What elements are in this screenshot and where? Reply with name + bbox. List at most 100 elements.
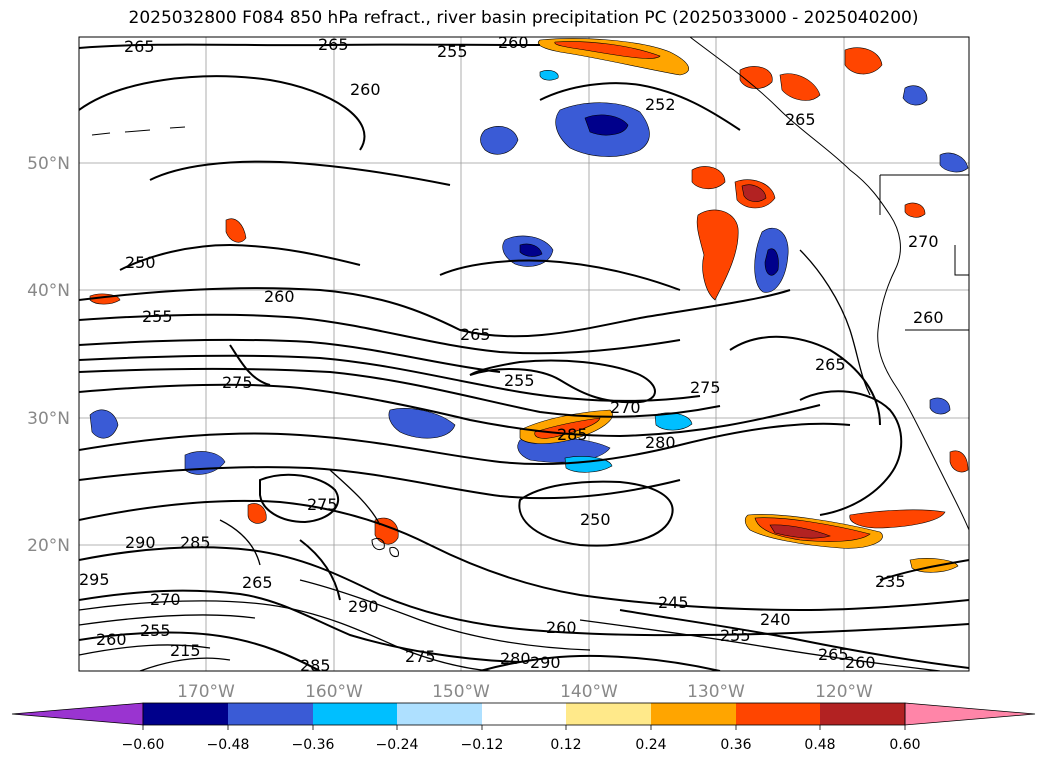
lon-tick-label: 130°W xyxy=(687,682,745,702)
blue-anomaly-patch xyxy=(480,126,519,155)
contour-label: 285 xyxy=(180,533,211,552)
colorbar-ticks xyxy=(142,725,906,730)
colorbar-segment xyxy=(566,703,651,725)
red-anomaly-core xyxy=(769,524,831,539)
colorbar-outline xyxy=(142,702,906,726)
red-anomaly-patch xyxy=(779,73,821,101)
blue-anomaly-patch xyxy=(939,152,969,173)
refractivity-contours-thin xyxy=(79,249,941,671)
lat-tick-label: 30°N xyxy=(27,409,70,429)
red-anomaly-core xyxy=(741,184,767,202)
contour-label: 255 xyxy=(720,626,751,645)
red-anomaly-core xyxy=(754,517,871,542)
lon-tick-label: 160°W xyxy=(305,682,363,702)
lat-tick-label: 50°N xyxy=(27,154,70,174)
latitude-axis: 50°N 40°N 30°N 20°N xyxy=(27,154,70,556)
contour-label: 265 xyxy=(460,325,491,344)
contour-label: 285 xyxy=(300,656,331,675)
colorbar-segment xyxy=(482,703,566,725)
border-line xyxy=(954,245,969,276)
colorbar-tick-label: −0.60 xyxy=(122,737,165,753)
colorbar-segment xyxy=(736,703,820,725)
negative-anomaly-areas xyxy=(89,70,969,475)
contour-label: 275 xyxy=(307,495,338,514)
contour-label: 255 xyxy=(437,42,468,61)
colorbar-tick-label: 0.12 xyxy=(550,737,581,753)
contour-label: 265 xyxy=(785,110,816,129)
colorbar-min-extension xyxy=(11,702,144,726)
colorbar-tick-label: 0.36 xyxy=(720,737,751,753)
contour-label: 255 xyxy=(504,371,535,390)
contour-label: 260 xyxy=(913,308,944,327)
aleutian-islands xyxy=(91,126,186,136)
contour-label: 290 xyxy=(348,597,379,616)
red-anomaly-patch xyxy=(225,218,247,243)
contour-label: 265 xyxy=(818,645,849,664)
blue-anomaly-patch xyxy=(902,85,928,106)
colorbar-tick-label: 0.24 xyxy=(635,737,666,753)
contour-label: 265 xyxy=(815,355,846,374)
blue-anomaly-core xyxy=(764,248,779,276)
contour-label: 235 xyxy=(875,572,906,591)
contour-label: 270 xyxy=(150,590,181,609)
lat-tick-label: 20°N xyxy=(27,536,70,556)
colorbar-segment xyxy=(313,703,397,725)
blue-anomaly-patch xyxy=(929,397,951,415)
lon-tick-label: 120°W xyxy=(815,682,873,702)
contour-label: 270 xyxy=(908,232,939,251)
red-anomaly-patch xyxy=(696,209,739,301)
contour-label: 290 xyxy=(530,653,561,672)
colorbar-tick-label: −0.24 xyxy=(376,737,419,753)
longitude-axis: 170°W 160°W 150°W 140°W 130°W 120°W xyxy=(177,682,873,702)
contour-label: 280 xyxy=(645,433,676,452)
refractivity-contours xyxy=(79,43,969,671)
contour-label: 280 xyxy=(500,649,531,668)
lon-tick-label: 140°W xyxy=(560,682,618,702)
contour-label: 260 xyxy=(96,630,127,649)
contour-label: 285 xyxy=(557,425,588,444)
contour-label: 260 xyxy=(264,287,295,306)
map-border xyxy=(78,36,970,672)
contour-label: 245 xyxy=(658,593,689,612)
contour-label: 250 xyxy=(580,510,611,529)
colorbar-segment xyxy=(651,703,736,725)
contour-label: 250 xyxy=(125,253,156,272)
colorbar-tick-label: −0.48 xyxy=(207,737,250,753)
contour-label: 265 xyxy=(124,37,155,56)
lat-tick-label: 40°N xyxy=(27,281,70,301)
blue-anomaly-patch xyxy=(539,70,559,81)
contour-label: 265 xyxy=(242,573,273,592)
lon-tick-label: 150°W xyxy=(432,682,490,702)
contour-labels: 265 265 255 260 260 252 265 250 260 255 … xyxy=(79,33,944,675)
contour-label: 265 xyxy=(318,35,349,54)
red-anomaly-patch xyxy=(844,47,883,75)
red-anomaly-patch xyxy=(247,503,267,524)
contour-label: 260 xyxy=(498,33,529,52)
colorbar-max-extension xyxy=(904,702,1036,726)
contour-label: 252 xyxy=(645,95,676,114)
colorbar-segment xyxy=(397,703,482,725)
contour-label: 275 xyxy=(690,378,721,397)
blue-anomaly-patch xyxy=(89,409,119,439)
contour-label: 255 xyxy=(142,307,173,326)
contour-label: 295 xyxy=(79,570,110,589)
contour-label: 275 xyxy=(405,647,436,666)
red-anomaly-core xyxy=(554,41,661,59)
contour-label: 260 xyxy=(546,618,577,637)
map-title: 2025032800 F084 850 hPa refract., river … xyxy=(128,8,919,28)
colorbar-tick-label: 0.60 xyxy=(889,737,920,753)
red-anomaly-patch xyxy=(739,66,773,89)
hawaii-islands xyxy=(371,537,399,557)
north-america-coastline xyxy=(689,37,969,531)
lon-tick-label: 170°W xyxy=(177,682,235,702)
blue-anomaly-core xyxy=(584,114,629,136)
colorbar-tick-label: −0.36 xyxy=(292,737,335,753)
colorbar-tick-label: 0.48 xyxy=(804,737,835,753)
coastlines xyxy=(91,37,969,557)
contour-label: 275 xyxy=(222,373,253,392)
colorbar-segment xyxy=(228,703,313,725)
contour-label: 260 xyxy=(350,80,381,99)
colorbar: −0.60 −0.48 −0.36 −0.24 −0.12 0.12 0.24 … xyxy=(11,702,1036,753)
red-anomaly-patch xyxy=(949,450,969,473)
